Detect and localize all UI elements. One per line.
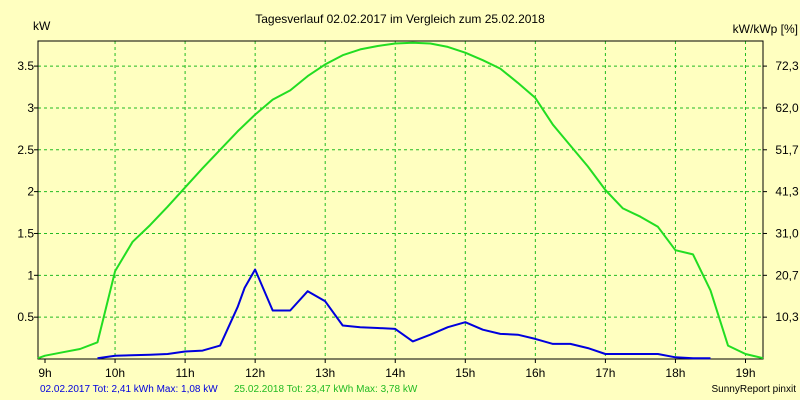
y-tick-label: 0.5 — [17, 310, 34, 324]
plot-frame — [37, 40, 764, 360]
y2-tick-label: 41,3 — [775, 185, 799, 199]
x-tick-label: 14h — [385, 366, 405, 380]
x-tick-label: 11h — [176, 366, 195, 380]
y-tick-label: 1.5 — [17, 226, 34, 240]
series-line-1 — [97, 268, 711, 360]
y-axis-label-right: kW/kWp [%] — [733, 22, 798, 36]
y-tick-label: 3 — [27, 101, 34, 115]
x-tick-label: 12h — [245, 366, 265, 380]
y-tick-label: 2.5 — [17, 143, 34, 157]
x-tick-label: 13h — [315, 366, 335, 380]
x-tick-label: 10h — [105, 366, 125, 380]
footer-series2-summary: 25.02.2018 Tot: 23,47 kWh Max: 3,78 kW — [234, 384, 418, 395]
footer-credit: SunnyReport pinxit — [712, 384, 797, 395]
y2-tick-label: 31,0 — [775, 226, 799, 240]
y2-tick-label: 20,7 — [775, 268, 799, 282]
grid — [38, 41, 763, 359]
y-tick-label: 3.5 — [17, 59, 34, 73]
y2-tick-label: 10,3 — [775, 310, 799, 324]
x-tick-label: 9h — [38, 366, 51, 380]
x-tick-label: 18h — [665, 366, 685, 380]
x-tick-label: 15h — [455, 366, 475, 380]
y2-tick-label: 62,0 — [775, 101, 799, 115]
y2-tick-label: 51,7 — [775, 143, 799, 157]
y-tick-label: 2 — [27, 185, 34, 199]
y2-tick-label: 72,3 — [775, 59, 799, 73]
axis-ticks: 9h 10h 11h 12h 13h 14h 15h 16h 17h 18h 19h 0.5 1 1.5 2… — [17, 59, 799, 380]
x-tick-label: 16h — [525, 366, 545, 380]
y-tick-label: 1 — [27, 268, 34, 282]
series-line-2 — [37, 41, 764, 360]
series — [37, 41, 764, 360]
footer-series1-summary: 02.02.2017 Tot: 2,41 kWh Max: 1,08 kW — [40, 384, 218, 395]
x-tick-label: 19h — [735, 366, 755, 380]
x-tick-label: 17h — [595, 366, 615, 380]
y-axis-label-left: kW — [33, 19, 51, 33]
chart-title: Tagesverlauf 02.02.2017 im Vergleich zum… — [255, 12, 545, 26]
